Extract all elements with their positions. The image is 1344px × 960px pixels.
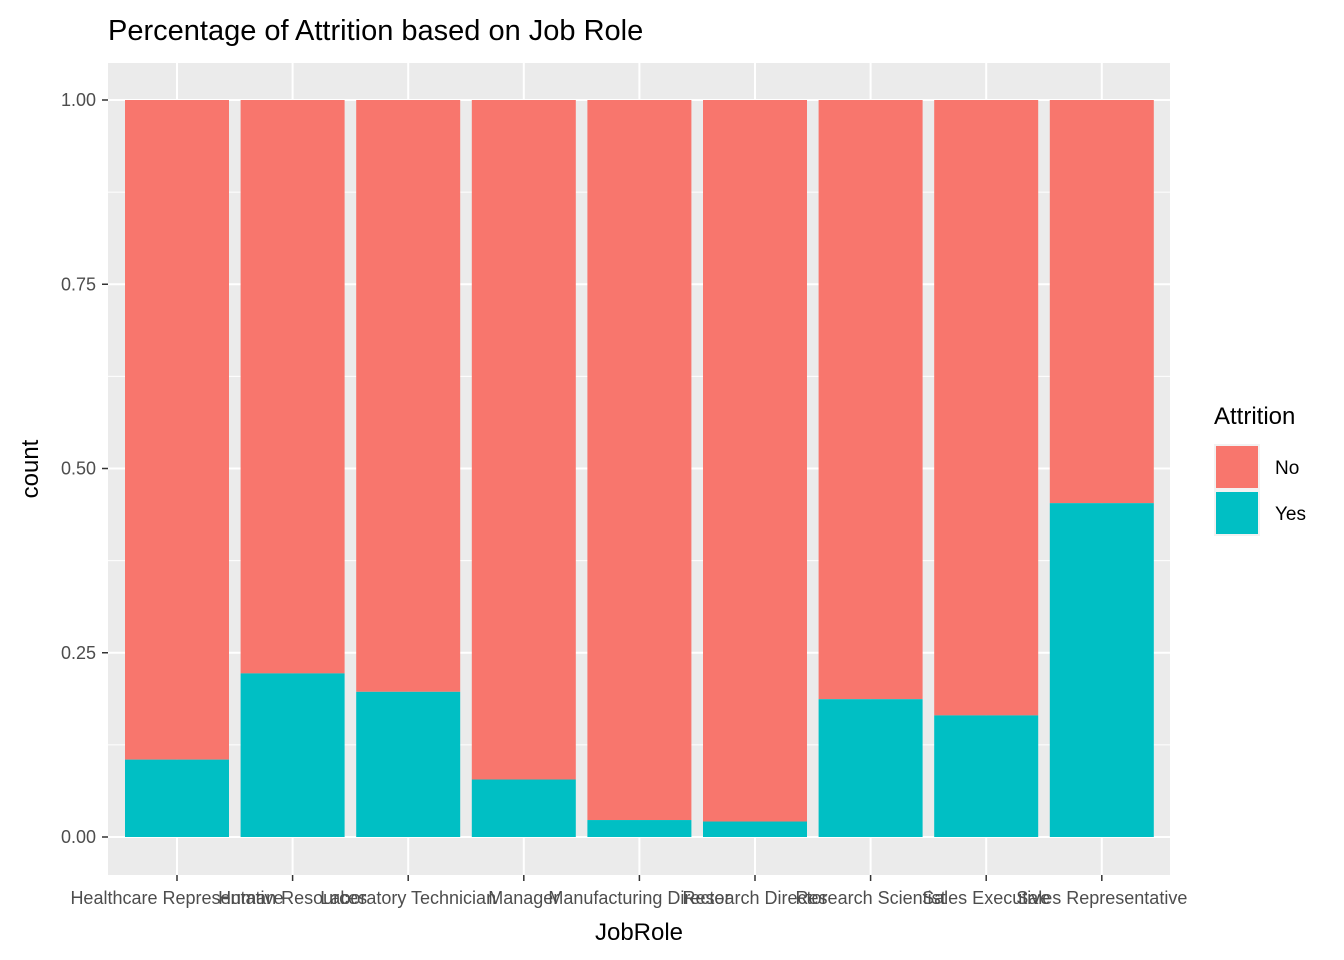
legend-label: Yes	[1275, 504, 1306, 525]
y-tick-label: 0.50	[61, 459, 96, 479]
x-tick-label: Manager	[488, 888, 559, 908]
y-axis-title: count	[17, 439, 44, 498]
bar-segment-no	[356, 100, 461, 692]
y-tick-label: 0.25	[61, 643, 96, 663]
bar-segment-no	[818, 100, 923, 700]
bars	[125, 100, 1154, 837]
legend-key-swatch	[1216, 446, 1258, 488]
x-tick-label: Sales Executive	[922, 888, 1050, 908]
y-axis: 0.00 0.25 0.50 0.75 1.00	[61, 90, 108, 847]
y-tick-label: 1.00	[61, 90, 96, 110]
bar-segment-yes	[703, 821, 807, 837]
bar-segment-yes	[587, 820, 692, 837]
bar-segment-no	[703, 100, 807, 822]
chart-title: Percentage of Attrition based on Job Rol…	[108, 15, 643, 47]
bar-segment-yes	[934, 715, 1039, 837]
bar-segment-yes	[240, 673, 345, 837]
bar-segment-no	[934, 100, 1039, 716]
bar-segment-yes	[356, 691, 461, 837]
x-tick-label: Laboratory Technician	[320, 888, 496, 908]
bar-segment-no	[125, 100, 229, 760]
x-tick-label: Sales Representative	[1016, 888, 1187, 908]
y-tick-label: 0.75	[61, 274, 96, 294]
legend-key-swatch	[1216, 492, 1258, 534]
y-tick-label: 0.00	[61, 827, 96, 847]
bar-segment-yes	[471, 779, 576, 837]
bar-segment-yes	[125, 759, 229, 837]
x-tick-label: Research Scientist	[796, 888, 946, 908]
legend: Attrition No Yes	[1214, 403, 1306, 536]
x-tick-label: Research Director	[682, 888, 827, 908]
bar-segment-yes	[1049, 503, 1154, 837]
bar-segment-yes	[818, 699, 923, 837]
x-tick-label: Human Resources	[218, 888, 367, 908]
legend-title: Attrition	[1214, 403, 1295, 430]
bar-segment-no	[240, 100, 345, 674]
legend-label: No	[1275, 458, 1299, 479]
bar-segment-no	[1049, 100, 1154, 504]
bar-segment-no	[471, 100, 576, 780]
bar-segment-no	[587, 100, 692, 821]
x-tick-label: Healthcare Representative	[70, 888, 283, 908]
x-tick-label: Manufacturing Director	[548, 888, 730, 908]
x-axis-title: JobRole	[595, 919, 683, 946]
